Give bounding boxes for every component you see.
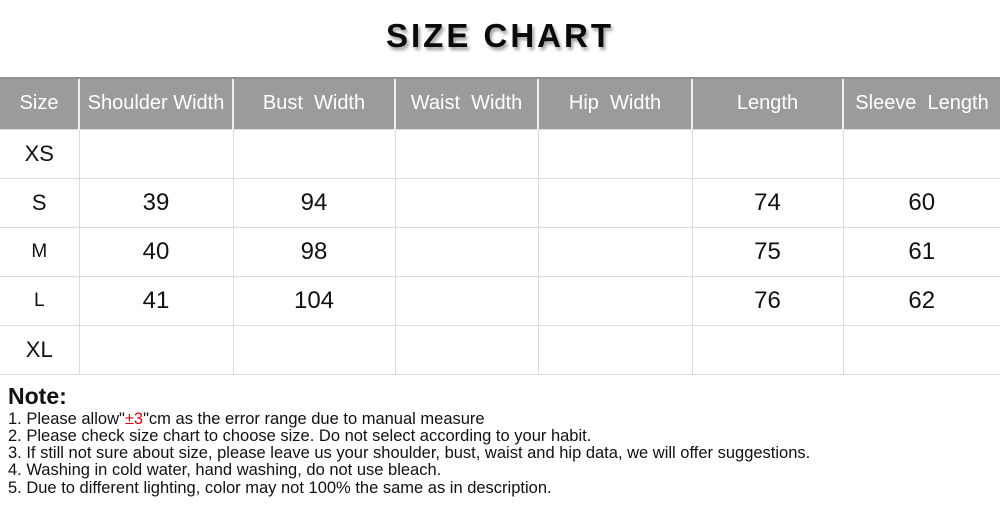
note-line: 2. Please check size chart to choose siz… <box>8 426 592 445</box>
table-row: L 41 104 76 62 <box>0 275 1000 326</box>
note-error-range-value: ±3 <box>124 409 144 428</box>
page-title: SIZE CHART <box>386 17 614 54</box>
table-cell <box>394 177 539 228</box>
table-cell <box>78 324 234 375</box>
table-body: XS S 39 94 74 60 M 40 98 75 61 L 41 104 76 62 XL <box>0 128 1000 375</box>
note-line: 4. Washing in cold water, hand washing, … <box>8 461 442 480</box>
column-header: Sleeve Length <box>842 77 1000 129</box>
table-cell: 74 <box>691 177 844 228</box>
header-row: Size Shoulder Width Bust Width Waist Width H… <box>0 77 1000 129</box>
table-cell <box>537 226 693 277</box>
table-cell <box>394 275 539 326</box>
table-cell <box>394 128 539 179</box>
column-header: Size <box>0 77 79 129</box>
table-cell <box>394 324 539 375</box>
note-line: 3. If still not sure about size, please … <box>8 444 811 463</box>
column-header: Shoulder Width <box>78 77 233 129</box>
size-row-label: XL <box>0 324 80 375</box>
size-row-label: L <box>0 275 80 326</box>
table-row: S 39 94 74 60 <box>0 177 1000 228</box>
note-line: 5. Due to different lighting, color may … <box>8 478 552 497</box>
table-row: M 40 98 75 61 <box>0 226 1000 277</box>
note-section: Note: 1. Please allow"±3"cm as the error… <box>8 382 1000 497</box>
table-cell <box>537 177 693 228</box>
note-heading: Note: <box>8 382 67 409</box>
column-header: Bust Width <box>232 77 395 129</box>
note-line-1-suffix: "cm as the error range due to manual mea… <box>143 409 485 428</box>
size-row-label: XS <box>0 128 80 179</box>
note-lines: 2. Please check size chart to choose siz… <box>8 426 1000 497</box>
table-cell: 60 <box>842 177 1000 228</box>
column-header: Hip Width <box>537 77 692 129</box>
table-cell: 62 <box>842 275 1000 326</box>
table-cell: 94 <box>232 177 396 228</box>
column-header: Length <box>691 77 843 129</box>
table-cell <box>394 226 539 277</box>
size-row-label: M <box>0 226 80 277</box>
table-cell: 40 <box>78 226 234 277</box>
table-cell: 41 <box>78 275 234 326</box>
size-chart-table: Size Shoulder Width Bust Width Waist Width H… <box>0 77 1000 375</box>
table-cell <box>78 128 234 179</box>
table-cell <box>232 324 396 375</box>
size-row-label: S <box>0 177 80 228</box>
table-cell <box>842 128 1000 179</box>
table-cell: 39 <box>78 177 234 228</box>
table-cell: 75 <box>691 226 844 277</box>
table-cell <box>232 128 396 179</box>
table-cell: 61 <box>842 226 1000 277</box>
table-cell <box>537 128 693 179</box>
table-cell <box>842 324 1000 375</box>
note-line-1-prefix: 1. Please allow" <box>8 409 125 428</box>
table-row: XL <box>0 324 1000 375</box>
table-cell <box>691 128 844 179</box>
table-cell: 76 <box>691 275 844 326</box>
table-row: XS <box>0 128 1000 179</box>
table-cell <box>537 324 693 375</box>
table-cell <box>691 324 844 375</box>
table-cell: 98 <box>232 226 396 277</box>
note-line-1: 1. Please allow"±3"cm as the error range… <box>8 409 1000 428</box>
table-cell <box>537 275 693 326</box>
column-header: Waist Width <box>394 77 538 129</box>
table-cell: 104 <box>232 275 396 326</box>
